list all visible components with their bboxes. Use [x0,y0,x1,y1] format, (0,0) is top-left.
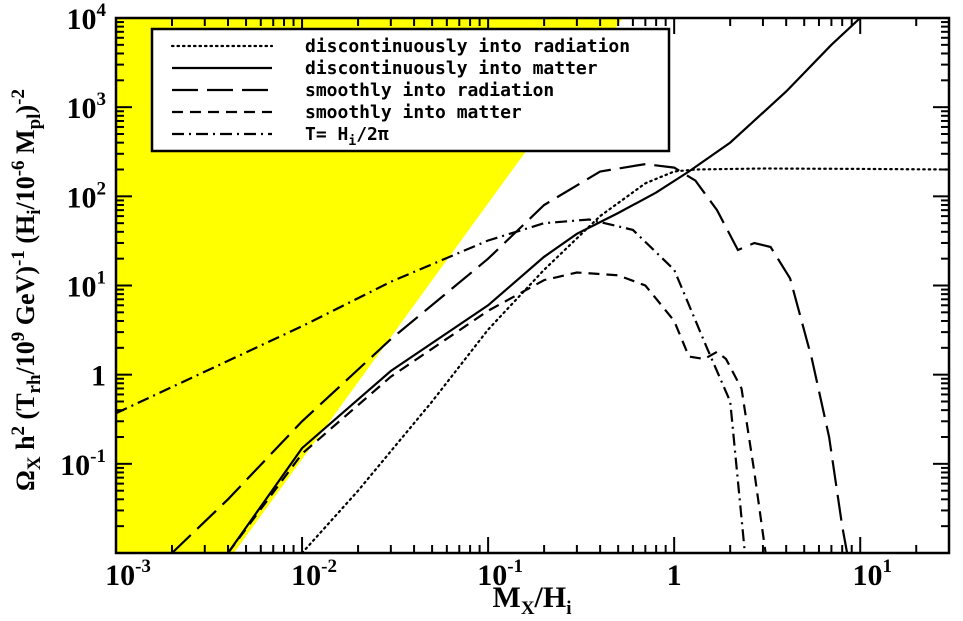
series-line-dashed [227,271,767,553]
y-axis-title: ΩX h2 (Trh/109 GeV)-1 (Hi/10-6 Mpl)-2 [8,89,45,491]
x-axis-title: MX/Hi [492,581,571,619]
y-tick-label: 10-1 [60,446,106,482]
legend: discontinuously into radiationdiscontinu… [150,27,671,153]
legend-label: smoothly into matter [305,102,522,123]
x-tick-label: 101 [852,556,892,592]
legend-label: T= Hi/2π [305,124,389,149]
series-line-dotted [301,167,949,553]
y-tick-labels: 10-1 1 101 102 103 104 [60,0,106,482]
series-line-long-dash [171,162,849,553]
y-tick-label: 1 [91,360,106,393]
legend-box [150,27,671,153]
y-tick-label: 101 [67,268,107,304]
x-tick-label: 10-1 [477,556,523,592]
x-tick-label: 10-2 [291,556,337,592]
x-tick-label: 1 [667,559,682,592]
y-tick-label: 104 [67,0,107,36]
legend-label: discontinuously into matter [305,58,598,79]
ticks-layer [115,17,950,554]
y-tick-label: 103 [67,89,107,125]
series-layer [116,18,949,553]
series-line-solid [227,18,861,553]
y-tick-label: 102 [67,178,107,214]
x-tick-labels: 10-3 10-2 10-1 1 101 [105,556,892,592]
legend-label: smoothly into radiation [305,80,554,101]
series-line-dash-dot [116,218,746,553]
x-tick-label: 10-3 [105,556,151,592]
legend-label: discontinuously into radiation [305,36,630,57]
